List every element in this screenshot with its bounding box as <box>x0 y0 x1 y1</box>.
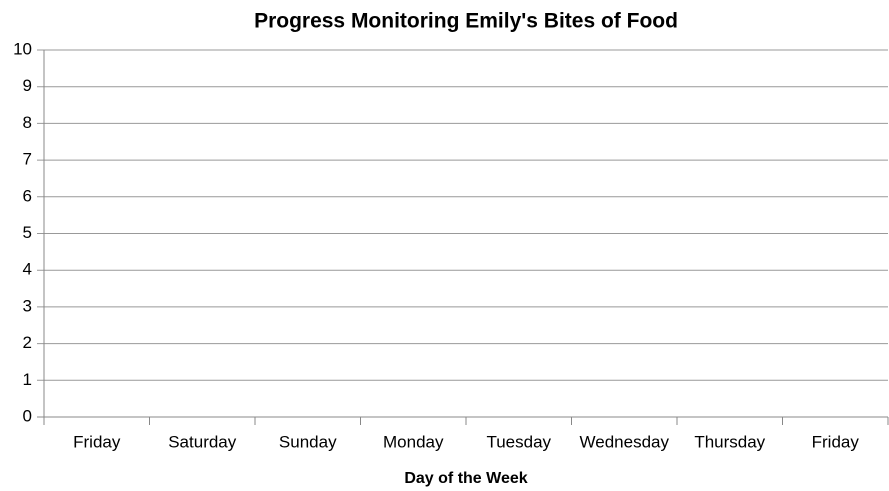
y-tick-label: 5 <box>23 223 32 242</box>
y-tick-label: 7 <box>23 150 32 169</box>
y-tick-label: 0 <box>23 406 32 425</box>
x-tick-label: Saturday <box>168 432 237 451</box>
y-tick-label: 8 <box>23 113 32 132</box>
y-tick-label: 3 <box>23 296 32 315</box>
x-tick-label: Friday <box>812 432 860 451</box>
y-tick-label: 9 <box>23 76 32 95</box>
y-tick-label: 4 <box>23 260 32 279</box>
x-tick-label: Thursday <box>694 432 765 451</box>
x-tick-label: Friday <box>73 432 121 451</box>
x-tick-label: Sunday <box>279 432 337 451</box>
chart-title: Progress Monitoring Emily's Bites of Foo… <box>254 10 678 33</box>
x-tick-label: Monday <box>383 432 444 451</box>
y-tick-label: 2 <box>23 333 32 352</box>
y-tick-label: 1 <box>23 370 32 389</box>
x-tick-label: Tuesday <box>486 432 551 451</box>
y-tick-label: 6 <box>23 186 32 205</box>
y-tick-label: 10 <box>13 39 32 58</box>
x-axis-label: Day of the Week <box>404 470 527 487</box>
x-tick-label: Wednesday <box>580 432 670 451</box>
